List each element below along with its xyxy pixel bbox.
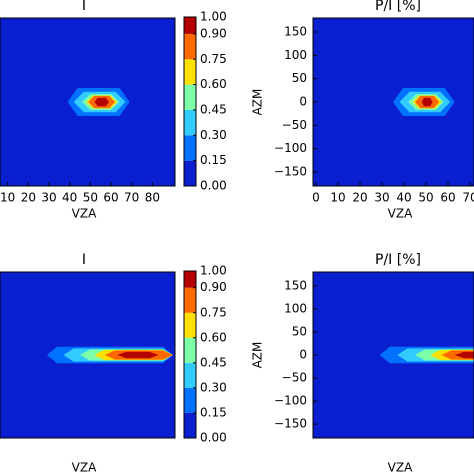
y-tick-label: 50 bbox=[292, 324, 307, 338]
y-tick-label: 50 bbox=[292, 71, 307, 85]
panel: P/I [%] 0 10 20 30 40 50 60 70 VZA −150 −100 −50 0 50 1… bbox=[251, 0, 474, 221]
colorbar-band bbox=[184, 84, 196, 110]
colorbar-label: 0.15 bbox=[200, 405, 227, 419]
colorbar-band bbox=[184, 412, 196, 438]
colorbar-label: 0.60 bbox=[200, 77, 227, 91]
contour-region bbox=[94, 97, 109, 107]
y-tick-label: −50 bbox=[282, 371, 307, 385]
panel: I 10 20 30 40 50 60 70 80 VZA 0.00 0.15 0.30 0.45 0.60… bbox=[0, 0, 227, 221]
panel-title: I bbox=[82, 0, 86, 14]
panel-title: I bbox=[82, 252, 86, 268]
colorbar-band bbox=[184, 135, 196, 161]
plot-frame bbox=[0, 17, 176, 187]
contour-region bbox=[117, 351, 159, 359]
x-tick-label: 60 bbox=[103, 191, 118, 205]
x-axis-label: VZA bbox=[388, 461, 413, 474]
colorbar-label: 0.45 bbox=[200, 102, 227, 116]
panel-title: P/I [%] bbox=[375, 0, 421, 14]
colorbar-band bbox=[184, 160, 196, 186]
x-tick-label: 70 bbox=[124, 191, 139, 205]
colorbar-band bbox=[184, 109, 196, 136]
colorbar-band bbox=[184, 17, 196, 34]
y-tick-label: 0 bbox=[299, 95, 307, 109]
panel: I VZA 0.00 0.15 0.30 0.45 0.60 0.75 0.90 1.00 bbox=[0, 252, 227, 474]
x-tick-label: 70 bbox=[462, 191, 474, 205]
x-axis-label: VZA bbox=[72, 207, 97, 221]
colorbar-label: 0.45 bbox=[200, 355, 227, 369]
colorbar-frame bbox=[183, 16, 197, 187]
colorbar-label: 0.00 bbox=[200, 179, 227, 193]
y-tick-label: 100 bbox=[284, 301, 307, 315]
colorbar-label: 0.30 bbox=[200, 128, 227, 142]
y-tick-label: 150 bbox=[284, 278, 307, 292]
x-tick-label: 50 bbox=[83, 191, 98, 205]
y-tick-label: 150 bbox=[284, 25, 307, 39]
colorbar-band bbox=[184, 287, 196, 313]
colorbar-label: 1.00 bbox=[200, 264, 227, 278]
colorbar-label: 0.90 bbox=[200, 26, 227, 40]
colorbar-label: 0.75 bbox=[200, 52, 227, 66]
plot-area bbox=[0, 18, 175, 186]
plot-frame bbox=[0, 271, 176, 439]
x-tick-label: 30 bbox=[374, 191, 389, 205]
x-tick-label: 10 bbox=[330, 191, 345, 205]
x-tick-label: 40 bbox=[62, 191, 77, 205]
y-tick-label: −50 bbox=[282, 118, 307, 132]
x-axis-label: VZA bbox=[388, 207, 413, 221]
x-tick-label: 20 bbox=[352, 191, 367, 205]
y-tick-label: 100 bbox=[284, 48, 307, 62]
colorbar-label: 0.00 bbox=[200, 431, 227, 445]
x-tick-label: 20 bbox=[21, 191, 36, 205]
x-tick-label: 30 bbox=[41, 191, 56, 205]
panel: P/I [%] VZA −150 −100 −50 0 50 100 150 AZM bbox=[251, 252, 474, 474]
colorbar-label: 1.00 bbox=[200, 10, 227, 24]
plot-area bbox=[313, 272, 474, 438]
colorbar-band bbox=[184, 362, 196, 388]
x-tick-label: 60 bbox=[440, 191, 455, 205]
x-tick-label: 40 bbox=[396, 191, 411, 205]
y-tick-label: 0 bbox=[299, 348, 307, 362]
colorbar-label: 0.30 bbox=[200, 380, 227, 394]
colorbar-band bbox=[184, 59, 196, 85]
y-axis-label: AZM bbox=[251, 342, 265, 369]
y-axis-label: AZM bbox=[251, 89, 265, 116]
plot-area bbox=[0, 272, 175, 438]
colorbar-band bbox=[184, 312, 196, 338]
panel-title: P/I [%] bbox=[375, 252, 421, 268]
x-tick-label: 0 bbox=[312, 191, 320, 205]
x-tick-label: 50 bbox=[418, 191, 433, 205]
contour-region bbox=[421, 97, 433, 107]
y-tick-label: −100 bbox=[274, 394, 307, 408]
x-tick-label: 80 bbox=[145, 191, 160, 205]
colorbar-label: 0.75 bbox=[200, 305, 227, 319]
colorbar-label: 0.90 bbox=[200, 280, 227, 294]
y-tick-label: −100 bbox=[274, 141, 307, 155]
plot-area bbox=[313, 18, 474, 186]
colorbar-band bbox=[184, 33, 196, 60]
colorbar-label: 0.15 bbox=[200, 153, 227, 167]
colorbar-label: 0.60 bbox=[200, 330, 227, 344]
colorbar-band bbox=[184, 387, 196, 413]
x-axis-label: VZA bbox=[72, 461, 97, 474]
x-tick-label: 10 bbox=[0, 191, 15, 205]
y-tick-label: −150 bbox=[274, 417, 307, 431]
colorbar-frame bbox=[183, 270, 197, 439]
contour-region bbox=[454, 351, 474, 359]
colorbar-band bbox=[184, 271, 196, 288]
colorbar-band bbox=[184, 337, 196, 363]
y-tick-label: −150 bbox=[274, 165, 307, 179]
